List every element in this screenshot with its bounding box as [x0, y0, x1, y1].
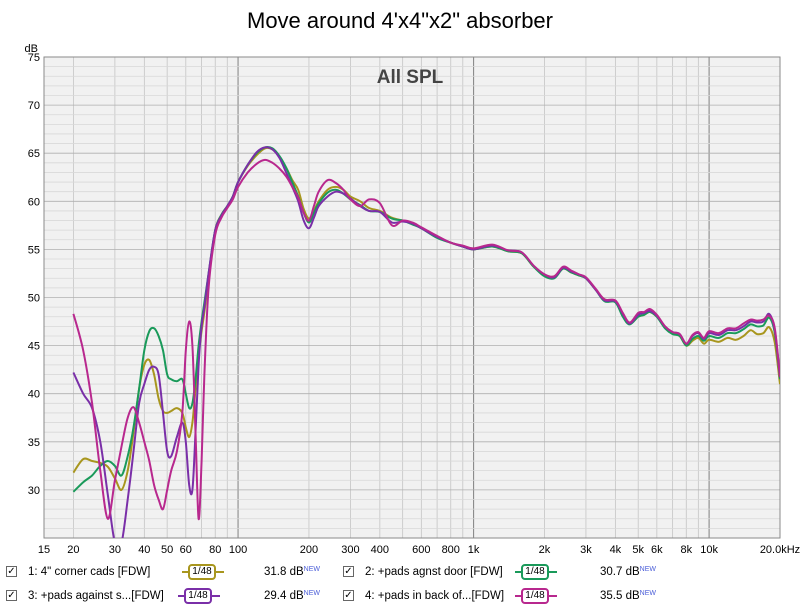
smoothing-button-4[interactable]: 1/48 [521, 588, 549, 604]
series-line-4 [72, 158, 780, 520]
smoothing-line-right-4 [549, 595, 557, 597]
smoothing-line-left-2 [515, 571, 523, 573]
legend-checkbox-4[interactable]: ✓ [343, 590, 354, 601]
new-badge-3: NEW [303, 590, 320, 597]
x-tick-label: 1k [468, 544, 480, 556]
y-tick-label: 30 [28, 485, 40, 497]
legend-row-1: ✓ 1: 4" corner cads [FDW] 1/48 31.8 dBNE… [0, 563, 800, 583]
plot-frame [43, 56, 781, 539]
x-tick-label: 6k [651, 544, 663, 556]
chart-annotation: All SPL [377, 67, 444, 88]
x-tick-label: 8k [680, 544, 692, 556]
x-tick-label: 4k [610, 544, 622, 556]
x-tick-label: 60 [180, 544, 192, 556]
legend-label-2[interactable]: 2: +pads agnst door [FDW] [365, 566, 503, 578]
x-tick-label: 200 [300, 544, 318, 556]
new-badge-2: NEW [639, 566, 656, 573]
legend-label-1[interactable]: 1: 4" corner cads [FDW] [28, 566, 151, 578]
x-tick-label: 20 [67, 544, 79, 556]
y-tick-label: 65 [28, 148, 40, 160]
smoothing-button-3[interactable]: 1/48 [184, 588, 212, 604]
smoothing-line-right-2 [549, 571, 557, 573]
legend-checkbox-2[interactable]: ✓ [343, 566, 354, 577]
chart-title: Move around 4'x4"x2" absorber [247, 8, 553, 33]
x-tick-label: 800 [442, 544, 460, 556]
y-tick-label: 45 [28, 341, 40, 353]
new-badge-1: NEW [303, 566, 320, 573]
x-tick-label: 10k [700, 544, 718, 556]
smoothing-line-left-1 [182, 571, 190, 573]
x-tick-label: 50 [161, 544, 173, 556]
x-tick-label: 15 [38, 544, 50, 556]
x-tick-label: 400 [371, 544, 389, 556]
y-axis-label: dB [25, 43, 38, 55]
x-tick-label: 600 [412, 544, 430, 556]
x-tick-label: 5k [632, 544, 644, 556]
y-tick-label: 40 [28, 389, 40, 401]
x-tick-label: 20.0kHz [760, 544, 800, 556]
y-tick-label: 75 [28, 52, 40, 64]
y-tick-label: 55 [28, 244, 40, 256]
legend-checkbox-1[interactable]: ✓ [6, 566, 17, 577]
smoothing-line-left-3 [178, 595, 186, 597]
x-tick-label: 3k [580, 544, 592, 556]
new-badge-4: NEW [639, 590, 656, 597]
y-tick-label: 50 [28, 293, 40, 305]
x-tick-label: 40 [138, 544, 150, 556]
legend-level-3: 29.4 dBNEW [264, 590, 320, 602]
y-tick-label: 60 [28, 196, 40, 208]
smoothing-line-right-1 [216, 571, 224, 573]
y-tick-label: 35 [28, 437, 40, 449]
x-tick-label: 300 [341, 544, 359, 556]
legend-label-4[interactable]: 4: +pads in back of...[FDW] [365, 590, 505, 602]
smoothing-button-2[interactable]: 1/48 [521, 564, 549, 580]
smoothing-line-right-3 [212, 595, 220, 597]
x-tick-label: 80 [209, 544, 221, 556]
x-tick-label: 30 [109, 544, 121, 556]
y-tick-label: 70 [28, 100, 40, 112]
x-tick-label: 100 [229, 544, 247, 556]
legend-label-3[interactable]: 3: +pads against s...[FDW] [28, 590, 164, 602]
legend-level-1: 31.8 dBNEW [264, 566, 320, 578]
smoothing-button-1[interactable]: 1/48 [188, 564, 216, 580]
legend-checkbox-3[interactable]: ✓ [6, 590, 17, 601]
legend-level-2: 30.7 dBNEW [600, 566, 656, 578]
x-tick-label: 2k [539, 544, 551, 556]
smoothing-line-left-4 [515, 595, 523, 597]
legend-level-4: 35.5 dBNEW [600, 590, 656, 602]
legend-row-2: ✓ 3: +pads against s...[FDW] 1/48 29.4 d… [0, 587, 800, 607]
